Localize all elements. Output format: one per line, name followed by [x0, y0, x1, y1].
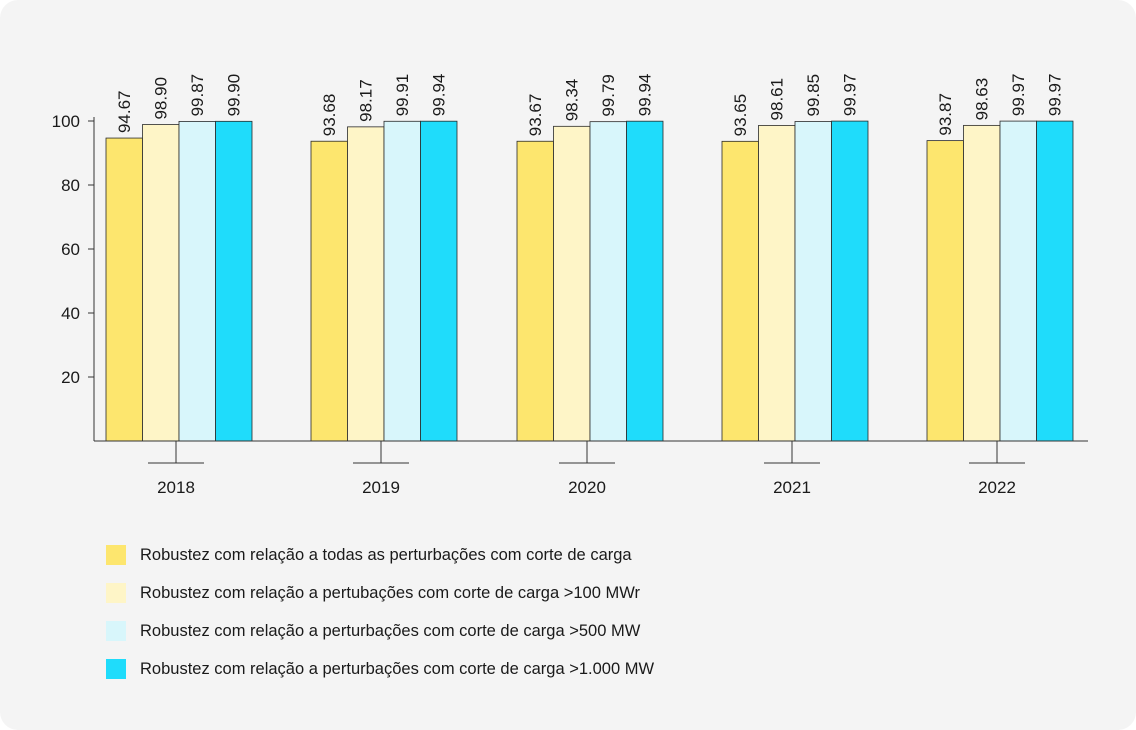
y-tick-label: 100 [52, 112, 80, 131]
bar [178, 121, 216, 442]
data-label: 99.85 [804, 74, 823, 117]
data-label: 99.94 [430, 74, 449, 117]
data-label: 99.97 [841, 74, 860, 117]
data-label: 99.97 [1046, 74, 1065, 117]
bar [758, 125, 796, 442]
bar [794, 121, 832, 442]
bar [420, 120, 458, 442]
data-label: 99.87 [188, 74, 207, 117]
bar [926, 140, 964, 442]
bar [626, 120, 664, 442]
legend-item: Robustez com relação a perturbações com … [106, 659, 866, 679]
legend-swatch [106, 621, 126, 641]
bar [310, 140, 348, 442]
data-label: 93.65 [731, 94, 750, 137]
chart-legend: Robustez com relação a todas as perturba… [106, 545, 866, 697]
x-tick-label: 2020 [568, 478, 606, 497]
legend-swatch [106, 659, 126, 679]
data-label: 98.61 [768, 78, 787, 121]
legend-item: Robustez com relação a pertubações com c… [106, 583, 866, 603]
bar [383, 120, 421, 442]
bar [999, 120, 1037, 442]
data-label: 93.67 [526, 94, 545, 137]
legend-item: Robustez com relação a perturbações com … [106, 621, 866, 641]
data-label: 93.87 [936, 93, 955, 136]
x-tick-label: 2019 [362, 478, 400, 497]
data-label: 99.94 [636, 74, 655, 117]
bar [553, 125, 591, 442]
legend-swatch [106, 545, 126, 565]
data-label: 98.63 [973, 78, 992, 121]
data-label: 94.67 [115, 91, 134, 134]
data-label: 93.68 [320, 94, 339, 137]
bar [142, 124, 180, 442]
bar [963, 124, 1001, 442]
bar-chart: 20 40 60 80 100 94.67 98.90 99.87 99.90 93.68 98.1… [52, 74, 1088, 497]
bar [215, 120, 253, 442]
y-tick-label: 20 [61, 368, 80, 387]
legend-label: Robustez com relação a perturbações com … [140, 621, 641, 640]
data-label: 98.17 [357, 79, 376, 122]
bar [516, 140, 554, 442]
data-label: 99.90 [225, 74, 244, 117]
bar [1036, 120, 1074, 442]
legend-label: Robustez com relação a perturbações com … [140, 659, 655, 678]
bar [721, 140, 759, 442]
data-label: 99.91 [393, 74, 412, 117]
legend-label: Robustez com relação a todas as perturba… [140, 545, 632, 564]
bar [347, 126, 385, 442]
x-tick-label: 2018 [157, 478, 195, 497]
data-label: 98.34 [563, 79, 582, 122]
data-label: 99.79 [599, 74, 618, 117]
bar [589, 121, 627, 442]
legend-swatch [106, 583, 126, 603]
legend-item: Robustez com relação a todas as perturba… [106, 545, 866, 565]
y-tick-label: 80 [61, 176, 80, 195]
data-label: 99.97 [1009, 74, 1028, 117]
y-tick-label: 60 [61, 240, 80, 259]
x-tick-label: 2021 [773, 478, 811, 497]
bar [105, 137, 143, 442]
y-tick-label: 40 [61, 304, 80, 323]
x-tick-label: 2022 [978, 478, 1016, 497]
data-label: 98.90 [152, 77, 171, 120]
bar [831, 120, 869, 442]
legend-label: Robustez com relação a pertubações com c… [140, 583, 640, 602]
